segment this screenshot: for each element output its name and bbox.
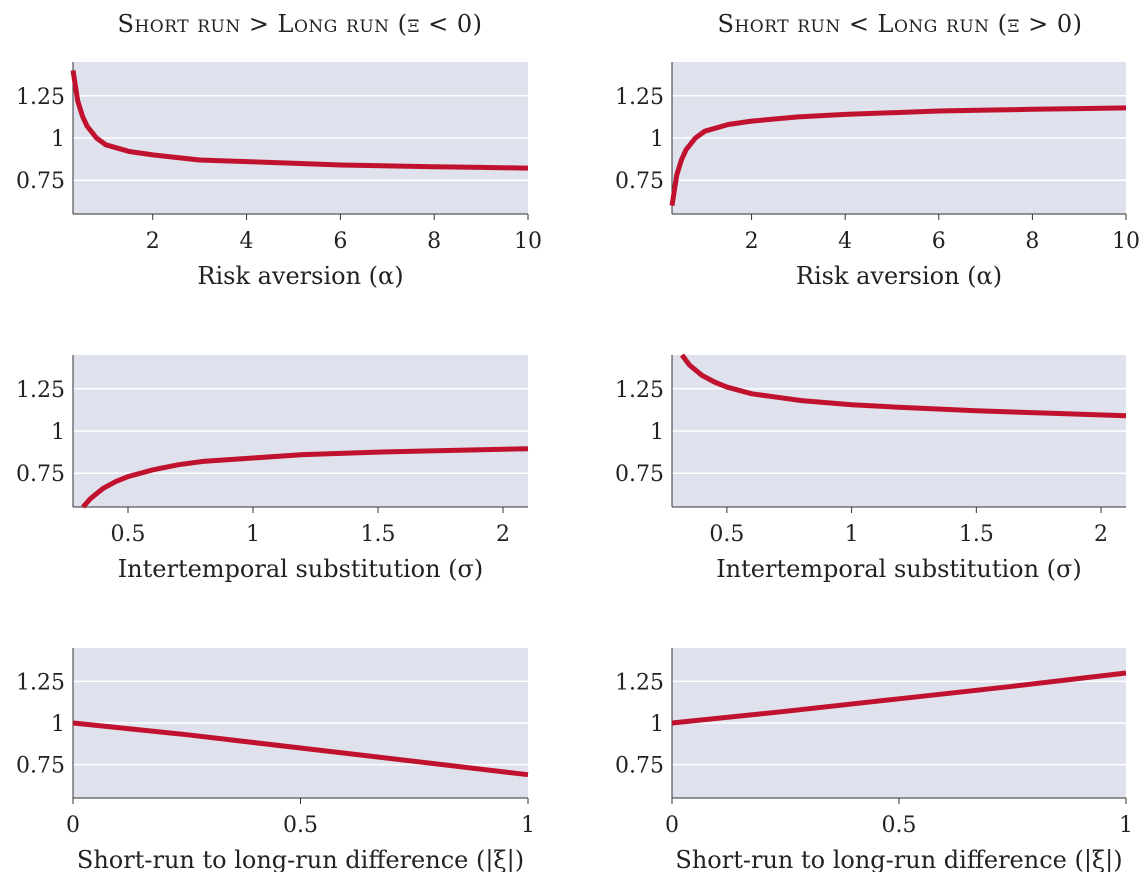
panel-2-1-xtick-label: 1	[246, 522, 260, 547]
panel-2-2-ytick-label: 1.25	[615, 378, 664, 403]
panel-2-2-xtick-label: 1	[845, 522, 859, 547]
panel-3-1-xlabel: Short-run to long-run difference (|ξ|)	[77, 846, 524, 872]
panel-1-1-xlabel: Risk aversion (α)	[197, 262, 403, 290]
panel-1-2-xtick-label: 6	[932, 229, 946, 254]
panel-2-2-ytick-label: 0.75	[615, 462, 664, 487]
panel-1-2-xtick-label: 4	[838, 229, 852, 254]
panel-1-2-ytick-label: 0.75	[615, 169, 664, 194]
panel-1-1-xtick-label: 4	[240, 229, 254, 254]
panel-1-1-xtick-label: 6	[333, 229, 347, 254]
panel-1-2-ytick-label: 1	[650, 127, 664, 152]
panel-2-2-ytick-label: 1	[650, 420, 664, 445]
panel-3-2-ytick-label: 1	[650, 712, 664, 737]
panel-1-2-xtick-label: 2	[745, 229, 759, 254]
panel-3-1-xtick-label: 0	[66, 813, 80, 838]
panel-3-1-ytick-label: 0.75	[16, 754, 65, 779]
panel-1-1-series-line	[70, 70, 529, 171]
panel-1-1-ytick-label: 0.75	[16, 169, 65, 194]
panel-1-2-xtick-label: 8	[1025, 229, 1039, 254]
panel-3-2-ytick-label: 0.75	[615, 754, 664, 779]
panel-1-1-ytick-label: 1.25	[16, 85, 65, 110]
panel-3-1-xtick-label: 1	[521, 813, 535, 838]
panel-2-1-ytick-label: 0.75	[16, 462, 65, 487]
panel-2-1-ytick-label: 1.25	[16, 378, 65, 403]
panel-3-2-xtick-label: 0.5	[882, 813, 917, 838]
panel-1-2-ytick-label: 1.25	[615, 85, 664, 110]
panel-2-2-xtick-label: 2	[1094, 522, 1108, 547]
panel-3-2-xtick-label: 0	[665, 813, 679, 838]
panel-2-2-series-line	[679, 353, 1127, 419]
column-title-left: Short run > Long run (ξ < 0)	[117, 10, 483, 38]
panel-1-2-xlabel: Risk aversion (α)	[796, 262, 1002, 290]
panel-2-1-xtick-label: 0.5	[111, 522, 146, 547]
panel-2-2-xtick-label: 1.5	[959, 522, 994, 547]
panel-3-2-xlabel: Short-run to long-run difference (|ξ|)	[675, 846, 1122, 872]
panel-3-1-ytick-label: 1	[51, 712, 65, 737]
panel-3-1-xtick-label: 0.5	[283, 813, 318, 838]
panel-2-1-xlabel: Intertemporal substitution (σ)	[118, 555, 484, 583]
panel-3-2-ytick-label: 1.25	[615, 670, 664, 695]
panel-3-2-xtick-label: 1	[1119, 813, 1133, 838]
panel-1-2-series-line	[669, 105, 1127, 206]
panel-3-1-ytick-label: 1.25	[16, 670, 65, 695]
column-title-right: Short run < Long run (ξ > 0)	[717, 10, 1083, 38]
panel-1-1-xtick-label: 8	[427, 229, 441, 254]
panel-2-1-xtick-label: 1.5	[361, 522, 396, 547]
panel-2-1-xtick-label: 2	[496, 522, 510, 547]
panel-2-1-ytick-label: 1	[51, 420, 65, 445]
panel-2-1-series-line	[81, 446, 529, 509]
panel-1-1-xtick-label: 10	[514, 229, 542, 254]
panel-2-2-xtick-label: 0.5	[709, 522, 744, 547]
panel-3-2-series-line	[671, 670, 1127, 726]
panel-2-2-xlabel: Intertemporal substitution (σ)	[716, 555, 1082, 583]
panel-1-1-xtick-label: 2	[146, 229, 160, 254]
panel-1-2-xtick-label: 10	[1112, 229, 1140, 254]
panel-1-1-ytick-label: 1	[51, 127, 65, 152]
panel-3-1-series-line	[72, 720, 529, 778]
